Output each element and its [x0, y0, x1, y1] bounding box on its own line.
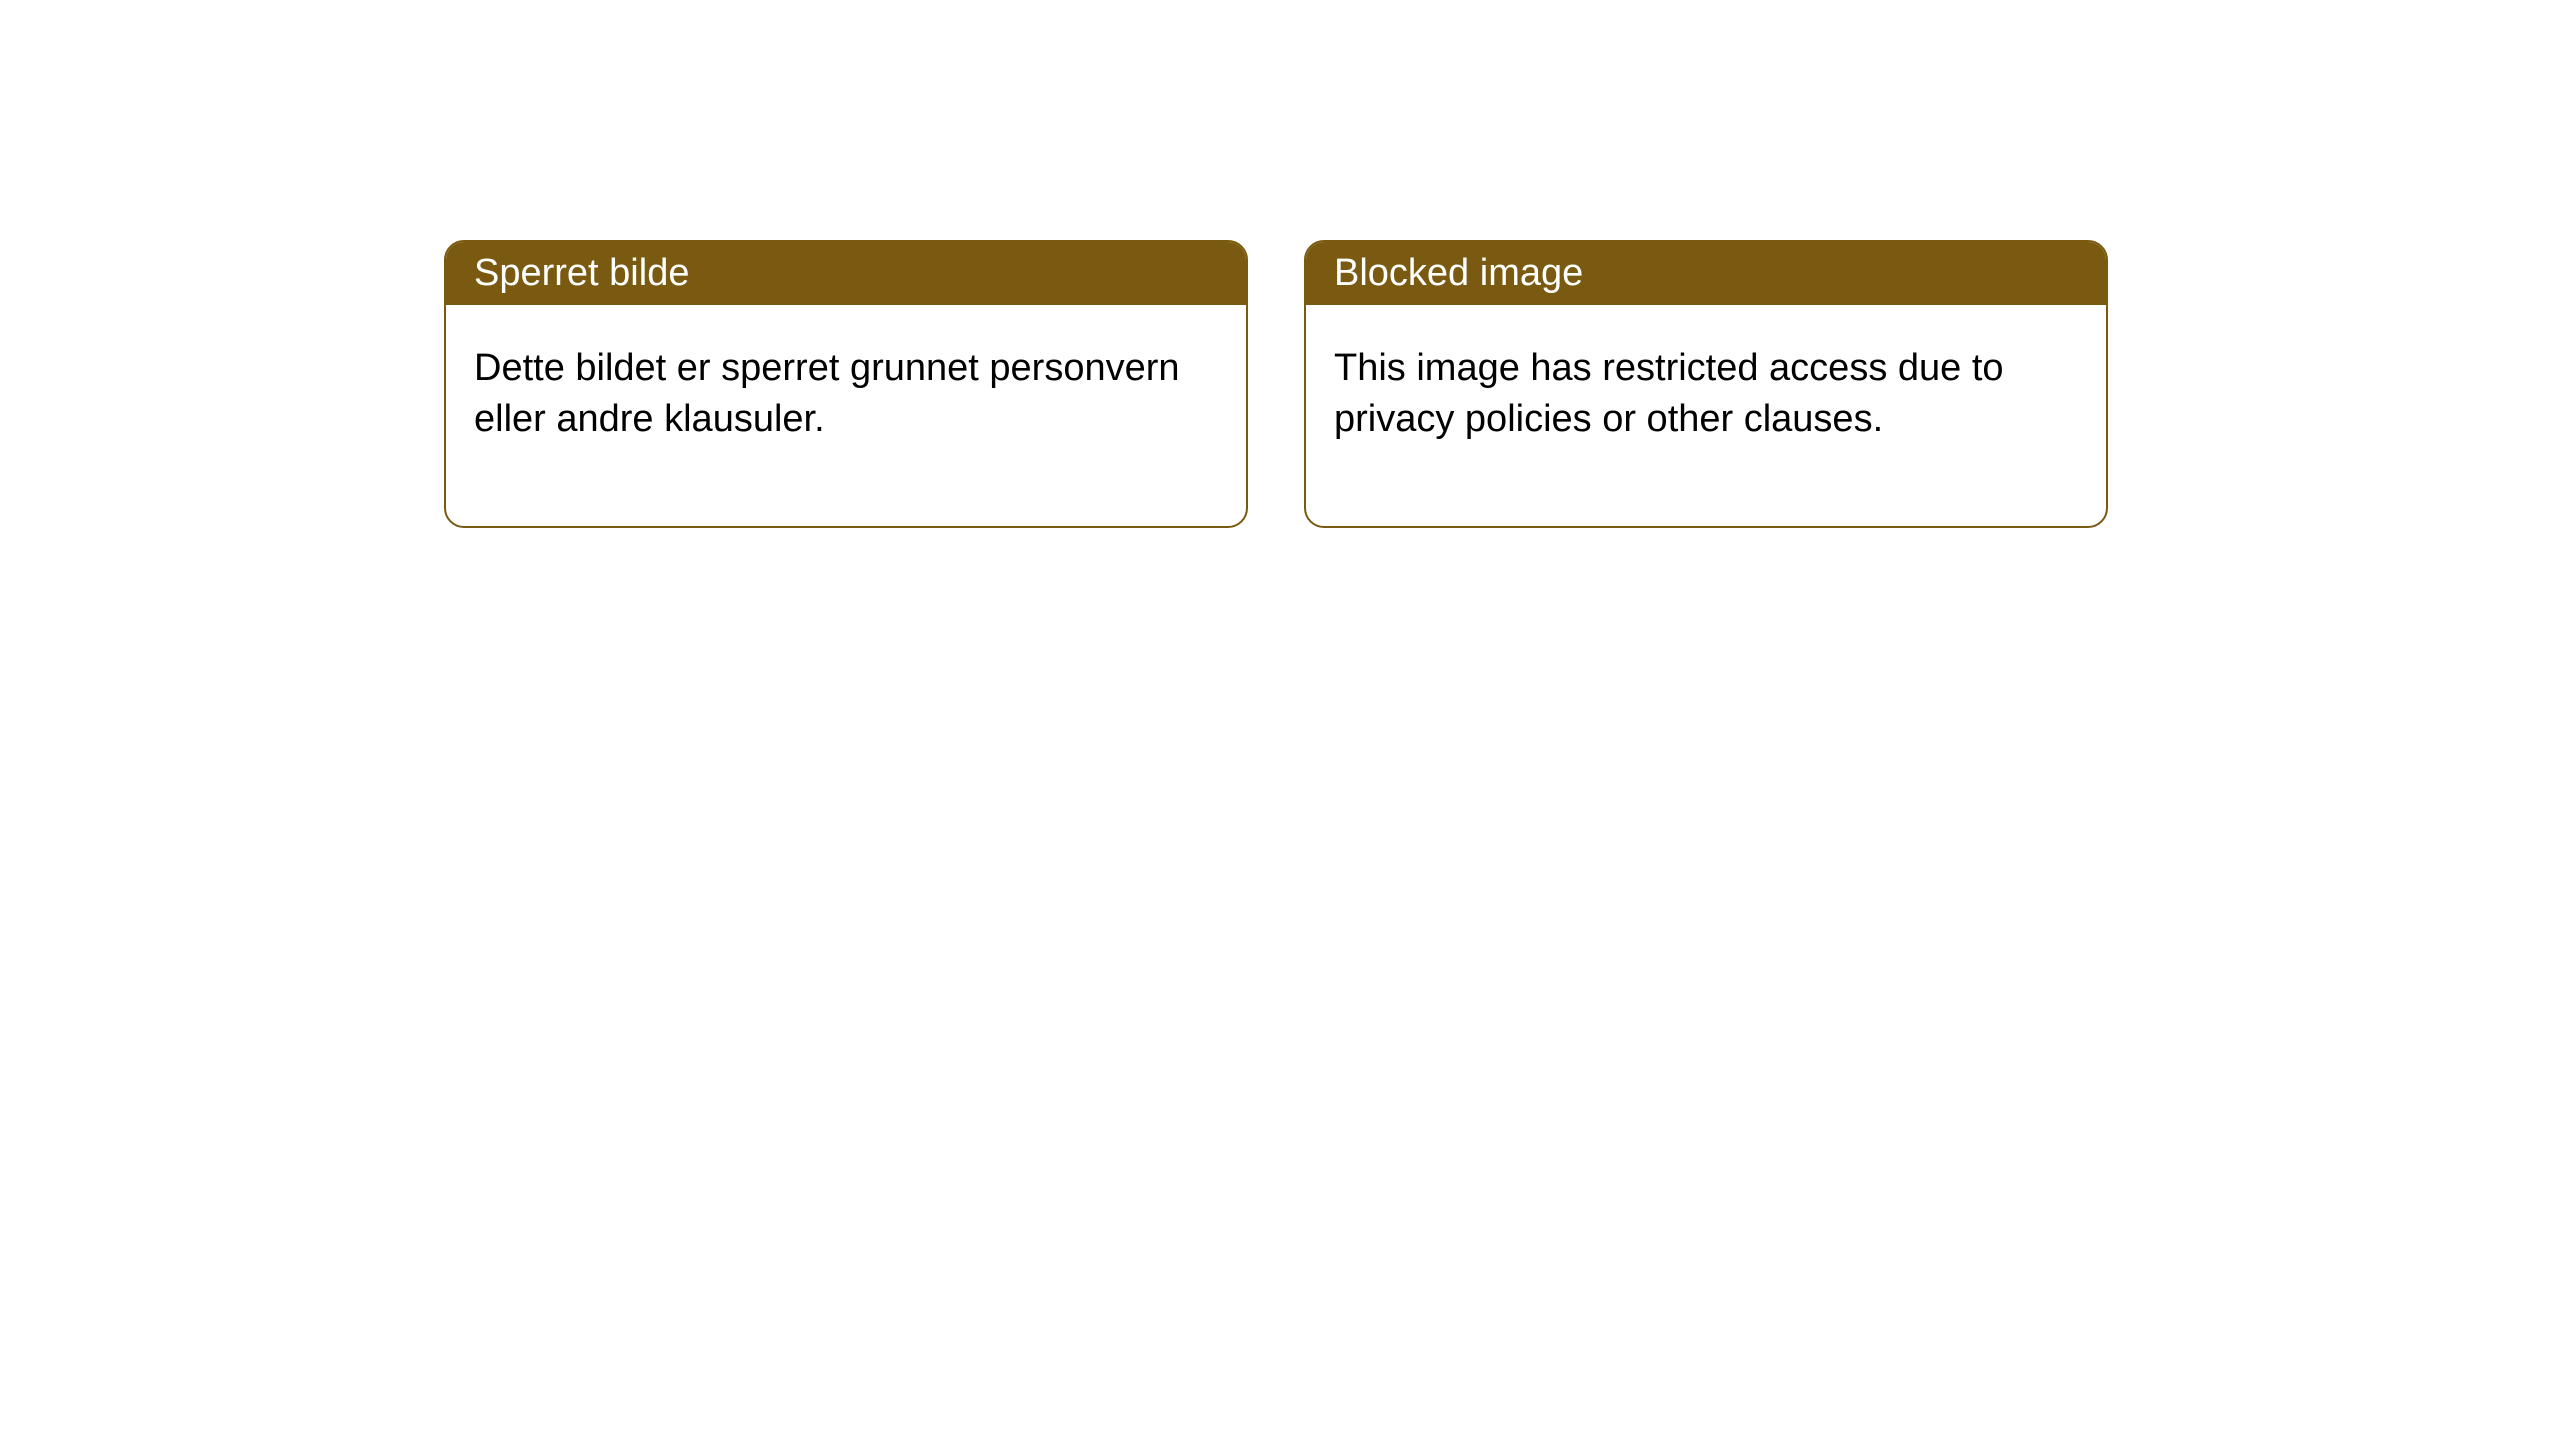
notice-body-text: Dette bildet er sperret grunnet personve…: [474, 347, 1180, 440]
notice-body: Dette bildet er sperret grunnet personve…: [446, 305, 1246, 526]
notice-title: Sperret bilde: [474, 252, 689, 294]
notice-container: Sperret bilde Dette bildet er sperret gr…: [0, 0, 2560, 528]
notice-body: This image has restricted access due to …: [1306, 305, 2106, 526]
notice-header: Blocked image: [1306, 242, 2106, 305]
notice-body-text: This image has restricted access due to …: [1334, 347, 2004, 440]
notice-card-english: Blocked image This image has restricted …: [1304, 240, 2108, 528]
notice-header: Sperret bilde: [446, 242, 1246, 305]
notice-title: Blocked image: [1334, 252, 1583, 294]
notice-card-norwegian: Sperret bilde Dette bildet er sperret gr…: [444, 240, 1248, 528]
